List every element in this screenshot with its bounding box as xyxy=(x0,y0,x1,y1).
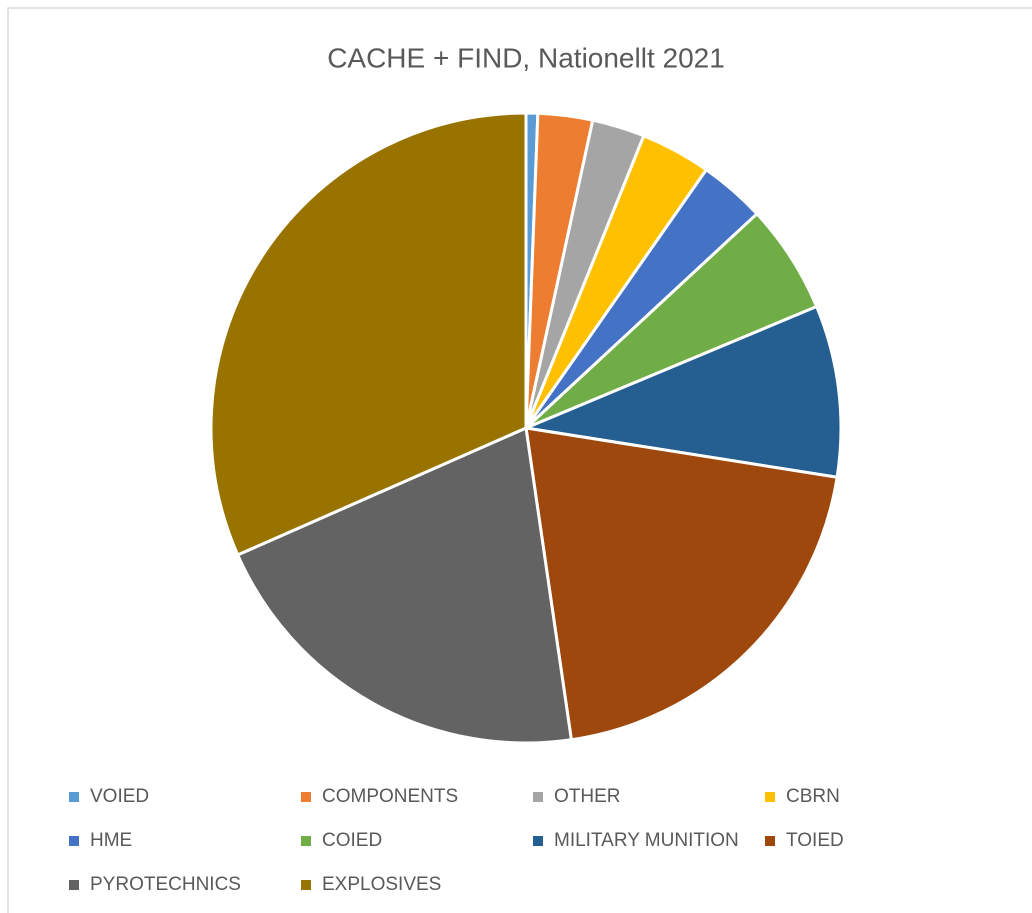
legend-swatch xyxy=(301,880,311,890)
legend-swatch xyxy=(301,792,311,802)
legend-label: EXPLOSIVES xyxy=(322,874,441,895)
legend-label: CBRN xyxy=(786,786,840,807)
legend-label: VOIED xyxy=(90,786,149,807)
chart-title: CACHE + FIND, Nationellt 2021 xyxy=(327,42,725,73)
legend-swatch xyxy=(533,836,543,846)
legend-swatch xyxy=(765,792,775,802)
legend-label: MILITARY MUNITION xyxy=(554,830,739,851)
pie-slice xyxy=(235,425,574,745)
legend-label: COMPONENTS xyxy=(322,786,458,807)
legend-swatch xyxy=(533,792,543,802)
pie-slice xyxy=(520,304,843,479)
legend-label: TOIED xyxy=(786,830,844,851)
legend-swatch xyxy=(301,836,311,846)
legend-swatch xyxy=(69,880,79,890)
legend-label: PYROTECHNICS xyxy=(90,874,241,895)
pie-slice xyxy=(524,426,839,742)
legend-label: COIED xyxy=(322,830,382,851)
legend-label: HME xyxy=(90,830,132,851)
legend-label: OTHER xyxy=(554,786,621,807)
legend-swatch xyxy=(69,792,79,802)
legend-swatch xyxy=(69,836,79,846)
legend-swatch xyxy=(765,836,775,846)
pie-slice xyxy=(209,111,528,557)
